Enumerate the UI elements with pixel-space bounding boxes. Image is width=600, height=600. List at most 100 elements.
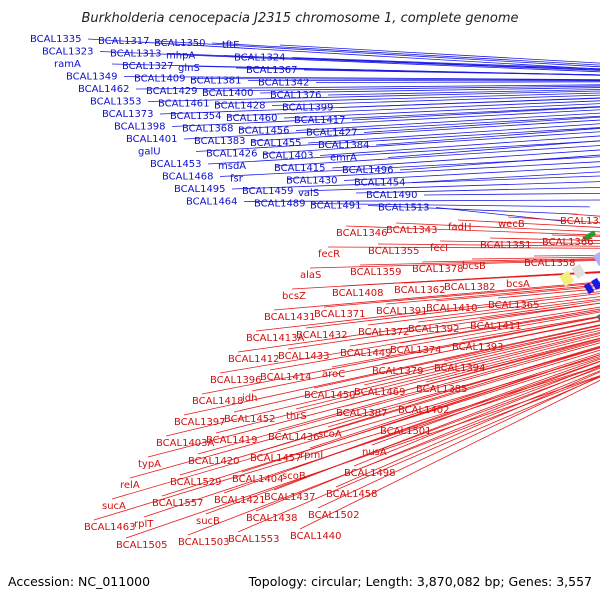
forward-gene-label: BCAL1491 [310, 201, 362, 212]
reverse-label-connector [287, 302, 600, 350]
reverse-label-connector [129, 347, 600, 479]
reverse-gene-label: BCAL1396 [210, 375, 262, 386]
forward-label-connector [315, 81, 600, 83]
reverse-label-connector [461, 315, 600, 341]
forward-gene-label: BCAL1428 [214, 101, 266, 112]
reverse-gene-label: wecB [498, 219, 525, 230]
reverse-label-connector [309, 259, 600, 269]
forward-label-connector [343, 166, 600, 181]
reverse-gene-label: BCAL1458 [326, 489, 378, 500]
forward-label-connector [327, 89, 600, 96]
reverse-label-connector [93, 365, 600, 521]
forward-label-connector [363, 116, 600, 133]
reverse-gene-label: thrS [286, 411, 307, 422]
reverse-gene-label: BCAL1366 [542, 237, 594, 248]
forward-gene-label: BCAL1367 [246, 65, 298, 76]
forward-gene-label: BCAL1461 [158, 99, 210, 110]
forward-gene-label: BCAL1460 [226, 113, 278, 124]
accession-text: Accession: NC_011000 [8, 574, 150, 589]
forward-gene-label: BCAL1417 [294, 115, 346, 126]
reverse-label-connector [161, 357, 600, 497]
reverse-label-connector [277, 340, 600, 431]
reverse-label-connector [205, 367, 600, 515]
reverse-label-connector [471, 256, 600, 260]
reverse-label-connector [269, 311, 600, 371]
reverse-label-connector [295, 333, 600, 410]
reverse-gene-label: BCAL1394 [434, 363, 486, 374]
forward-label-connector [215, 92, 600, 104]
reverse-gene-label: scoA [318, 429, 342, 440]
genome-info-text: Topology: circular; Length: 3,870,082 bp… [248, 574, 592, 589]
reverse-gene-label: BCAL1452 [224, 414, 276, 425]
reverse-label-connector [389, 354, 600, 425]
reverse-gene-label: BCAL1359 [350, 267, 402, 278]
reverse-gene-label: BCAL1449 [340, 348, 392, 359]
reverse-label-connector [291, 271, 600, 290]
forward-label-connector [251, 119, 600, 142]
forward-gene-label: BCAL1496 [342, 165, 394, 176]
forward-label-connector [247, 80, 600, 82]
gene-segment [583, 282, 595, 295]
forward-gene-label: BCAL1384 [318, 140, 370, 151]
reverse-gene-label: BCAL1503 [178, 537, 230, 548]
reverse-gene-label: BCAL1501 [380, 426, 432, 437]
reverse-gene-label: BCAL1320 [560, 216, 600, 227]
reverse-gene-label: BCAL1432 [296, 330, 348, 341]
forward-gene-label: BCAL1353 [90, 97, 142, 108]
forward-label-connector [211, 42, 600, 66]
forward-gene-label: BCAL1342 [258, 78, 310, 89]
reverse-gene-label: bcsA [506, 279, 530, 290]
label-connector-lines [87, 38, 600, 539]
reverse-label-connector [367, 296, 600, 326]
feature-band-outer [559, 251, 600, 287]
reverse-gene-label: typA [138, 459, 161, 470]
forward-label-connector [179, 65, 600, 76]
reverse-gene-label: BCAL1393 [452, 342, 504, 353]
forward-label-connector [227, 100, 600, 117]
reverse-gene-label: BCAL1351 [480, 240, 532, 251]
forward-gene-label: BCAL1354 [170, 111, 222, 122]
forward-label-connector [351, 106, 600, 121]
gene-segment [571, 263, 586, 279]
forward-gene-label: BCAL1455 [250, 138, 302, 149]
reverse-label-connector [313, 325, 600, 389]
forward-label-connector [311, 203, 590, 208]
forward-label-connector [87, 38, 600, 70]
forward-label-connector [271, 94, 600, 106]
forward-gene-label: BCAL1513 [378, 203, 430, 214]
forward-label-connector [411, 171, 600, 183]
reverse-label-connector [395, 222, 600, 233]
reverse-gene-label: BCAL1438 [246, 513, 298, 524]
reverse-label-connector [443, 327, 600, 362]
forward-label-connector [223, 55, 600, 71]
forward-label-connector [195, 127, 600, 152]
reverse-label-connector [349, 306, 600, 347]
forward-gene-label: BCAL1429 [146, 86, 198, 97]
forward-gene-label: BCAL1456 [238, 126, 290, 137]
reverse-gene-label: BCAL1412 [228, 354, 280, 365]
reverse-label-connector [385, 284, 600, 305]
forward-label-connector [331, 149, 600, 169]
forward-label-connector [375, 127, 600, 146]
forward-gene-label: BCAL1489 [254, 199, 306, 210]
gene-segment [559, 270, 575, 287]
reverse-gene-label: bcsZ [282, 291, 306, 302]
reverse-gene-label: BCAL1440 [290, 531, 342, 542]
forward-gene-label: BCAL1426 [206, 149, 258, 160]
forward-gene-label: valS [298, 188, 319, 199]
reverse-label-connector [323, 282, 600, 308]
reverse-gene-label: BCAL1382 [444, 282, 496, 293]
reverse-label-connector [143, 365, 600, 518]
forward-gene-label: BCAL1415 [274, 163, 326, 174]
forward-label-connector [183, 115, 600, 140]
forward-label-connector [319, 135, 600, 156]
reverse-gene-label: sucA [102, 501, 126, 512]
forward-gene-label: BCAL1495 [174, 184, 226, 195]
reverse-gene-label: BCAL1372 [358, 327, 410, 338]
forward-gene-label: msdA [218, 161, 246, 172]
reverse-gene-label: BCAL1404 [232, 474, 284, 485]
reverse-gene-label: BCAL1505 [116, 540, 168, 551]
reverse-label-connector [223, 360, 600, 494]
reverse-label-connector [237, 376, 600, 533]
forward-label-connector [235, 67, 600, 76]
